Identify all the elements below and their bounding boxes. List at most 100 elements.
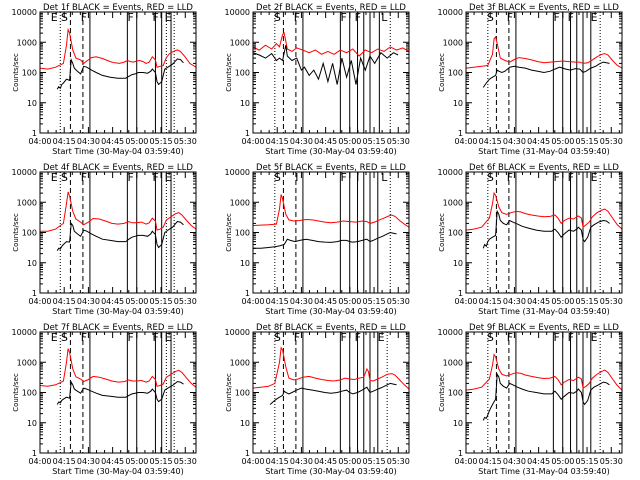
x-tick-label: 04:45 bbox=[314, 137, 337, 146]
y-tick-label: 1000 bbox=[17, 38, 37, 47]
x-tick-label: 04:15 bbox=[266, 137, 289, 146]
marker-label: E bbox=[51, 331, 58, 344]
y-axis-label: Counts/sec bbox=[225, 53, 233, 92]
x-tick-label: 05:00 bbox=[338, 297, 361, 306]
x-tick-label: 04:00 bbox=[454, 137, 477, 146]
x-tick-label: 04:45 bbox=[101, 457, 124, 466]
y-tick-label: 10000 bbox=[438, 8, 463, 17]
y-tick-label: 100 bbox=[448, 389, 463, 398]
chart-panel-4: ESFFFE11010010001000004:0004:1504:3004:4… bbox=[12, 163, 197, 316]
y-tick-label: 1000 bbox=[17, 358, 37, 367]
y-tick-label: 10000 bbox=[12, 328, 37, 337]
marker-label: I bbox=[295, 171, 298, 184]
chart-title: Det 9f BLACK = Events, RED = LLD bbox=[469, 323, 619, 333]
plot-frame bbox=[252, 331, 410, 454]
marker-label: F bbox=[554, 171, 560, 184]
marker-label: F bbox=[128, 11, 134, 24]
x-axis-label: Start Time (30-May-04 03:59:40) bbox=[52, 467, 183, 476]
plot-frame bbox=[39, 171, 197, 294]
marker-label: E bbox=[591, 11, 598, 24]
lld-series-line bbox=[40, 348, 196, 388]
x-tick-label: 04:30 bbox=[290, 297, 313, 306]
y-tick-label: 1000 bbox=[230, 198, 250, 207]
lld-series-line bbox=[40, 27, 196, 70]
x-tick-label: 04:15 bbox=[479, 457, 502, 466]
x-axis-label: Start Time (31-May-04 03:59:40) bbox=[478, 307, 609, 316]
chart-title: Det 7f BLACK = Events, RED = LLD bbox=[43, 323, 193, 333]
x-tick-label: 05:30 bbox=[387, 297, 410, 306]
x-tick-label: 04:00 bbox=[28, 297, 51, 306]
marker-label: E bbox=[51, 171, 58, 184]
y-tick-label: 10000 bbox=[12, 8, 37, 17]
x-tick-label: 05:15 bbox=[576, 457, 599, 466]
marker-label: L bbox=[381, 171, 388, 184]
y-tick-label: 10000 bbox=[438, 328, 463, 337]
chart-title: Det 6f BLACK = Events, RED = LLD bbox=[469, 163, 619, 173]
x-tick-label: 04:00 bbox=[241, 137, 264, 146]
marker-label: F bbox=[355, 331, 361, 344]
plot-frame bbox=[39, 331, 197, 454]
marker-label: E bbox=[51, 11, 58, 24]
y-tick-label: 1 bbox=[32, 289, 37, 298]
events-series-line bbox=[269, 382, 397, 405]
x-tick-label: 05:00 bbox=[338, 137, 361, 146]
marker-label: F bbox=[507, 171, 513, 184]
x-axis-label: Start Time (31-May-04 03:59:40) bbox=[478, 147, 609, 156]
marker-label: E bbox=[378, 331, 385, 344]
x-tick-label: 04:30 bbox=[503, 297, 526, 306]
chart-panel-8: SFFFE11010010001000004:0004:1504:3004:45… bbox=[225, 323, 410, 476]
y-tick-label: 10000 bbox=[438, 168, 463, 177]
x-tick-label: 04:15 bbox=[53, 137, 76, 146]
y-axis-label: Counts/sec bbox=[438, 373, 446, 412]
y-tick-label: 1 bbox=[245, 449, 250, 458]
y-tick-label: 1000 bbox=[230, 38, 250, 47]
x-tick-label: 04:30 bbox=[503, 137, 526, 146]
x-axis-label: Start Time (30-May-04 03:59:40) bbox=[265, 307, 396, 316]
chart-title: Det 8f BLACK = Events, RED = LLD bbox=[256, 323, 406, 333]
x-tick-label: 05:00 bbox=[551, 297, 574, 306]
x-tick-label: 04:00 bbox=[454, 457, 477, 466]
y-tick-label: 100 bbox=[235, 229, 250, 238]
x-tick-label: 05:15 bbox=[576, 137, 599, 146]
x-tick-label: 04:30 bbox=[77, 137, 100, 146]
y-tick-label: 100 bbox=[448, 69, 463, 78]
events-series-line bbox=[482, 61, 610, 88]
y-tick-label: 10 bbox=[27, 99, 37, 108]
lld-series-line bbox=[40, 191, 196, 232]
y-tick-label: 10 bbox=[453, 99, 463, 108]
x-tick-label: 04:15 bbox=[479, 297, 502, 306]
y-tick-label: 100 bbox=[235, 69, 250, 78]
y-tick-label: 10000 bbox=[225, 328, 250, 337]
y-tick-label: 1000 bbox=[17, 198, 37, 207]
y-axis-label: Counts/sec bbox=[225, 373, 233, 412]
x-tick-label: 05:30 bbox=[174, 297, 197, 306]
x-tick-label: 04:45 bbox=[314, 457, 337, 466]
x-tick-label: 05:30 bbox=[174, 137, 197, 146]
y-tick-label: 10 bbox=[453, 259, 463, 268]
marker-label: F bbox=[507, 331, 513, 344]
x-tick-label: 04:30 bbox=[290, 457, 313, 466]
x-tick-label: 04:30 bbox=[77, 457, 100, 466]
plot-frame bbox=[252, 171, 410, 294]
x-tick-label: 05:30 bbox=[600, 297, 623, 306]
marker-label: E bbox=[165, 171, 172, 184]
events-series-line bbox=[56, 380, 184, 405]
x-axis-label: Start Time (30-May-04 03:59:40) bbox=[52, 147, 183, 156]
x-tick-label: 05:00 bbox=[125, 297, 148, 306]
events-series-line bbox=[253, 231, 397, 249]
plot-frame bbox=[465, 331, 623, 454]
marker-label: F bbox=[355, 11, 361, 24]
x-tick-label: 04:15 bbox=[266, 457, 289, 466]
y-tick-label: 10 bbox=[453, 419, 463, 428]
x-tick-label: 04:00 bbox=[28, 137, 51, 146]
x-tick-label: 04:30 bbox=[77, 297, 100, 306]
x-tick-label: 05:00 bbox=[338, 457, 361, 466]
marker-label: F bbox=[568, 331, 574, 344]
lld-series-line bbox=[466, 353, 622, 391]
events-series-line bbox=[253, 45, 399, 85]
events-series-line bbox=[482, 372, 610, 421]
y-tick-label: 1 bbox=[32, 449, 37, 458]
marker-label: F bbox=[81, 171, 87, 184]
y-tick-label: 100 bbox=[22, 229, 37, 238]
